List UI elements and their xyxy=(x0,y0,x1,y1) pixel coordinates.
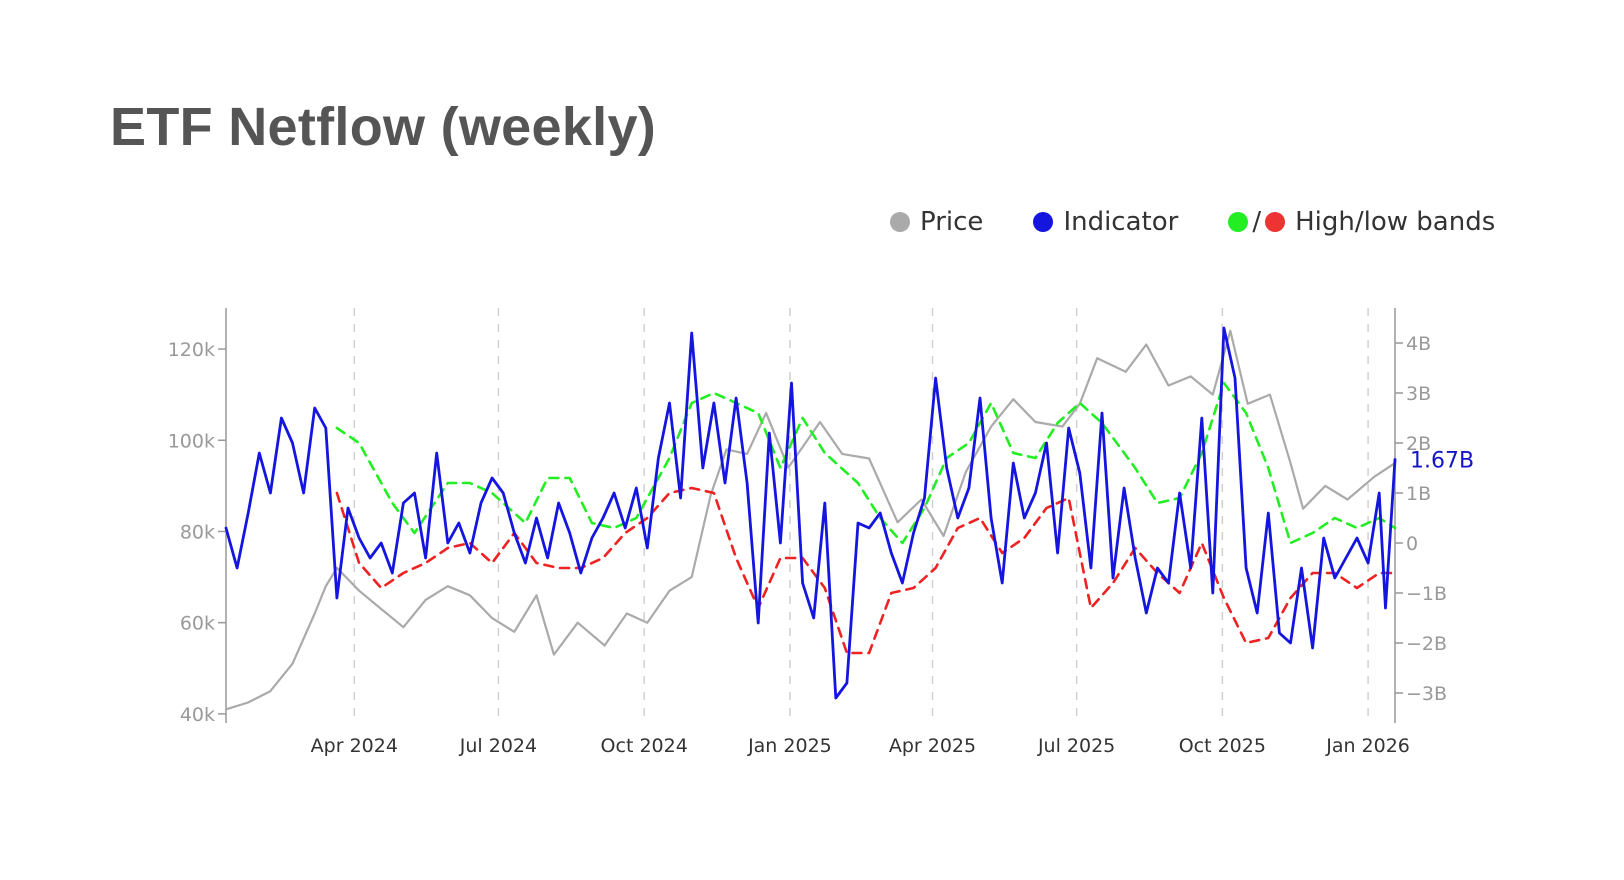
y-right-tick-label: −2B xyxy=(1406,633,1447,655)
y-left-tick-label: 100k xyxy=(168,430,215,452)
legend-indicator-swatch xyxy=(1033,212,1054,232)
y-right-tick-label: −3B xyxy=(1406,683,1447,705)
y-left-tick-label: 60k xyxy=(180,613,215,635)
y-right-tick-label: 0 xyxy=(1406,533,1418,555)
y-right-tick-label: 1B xyxy=(1406,483,1431,505)
y-left-tick-label: 80k xyxy=(180,521,215,543)
legend-item-indicator: Indicator xyxy=(1033,209,1178,235)
chart-legend: Price Indicator / High/low bands xyxy=(890,207,1495,237)
legend-indicator-label: Indicator xyxy=(1063,207,1179,237)
low-band-line xyxy=(335,486,1397,655)
last-value-label: 1.67B xyxy=(1410,449,1474,474)
legend-item-bands: / High/low bands xyxy=(1228,207,1495,237)
y-right-tick-label: 3B xyxy=(1406,383,1431,405)
indicator-series-line xyxy=(224,326,1397,700)
y-right-tick-label: −1B xyxy=(1406,583,1447,605)
x-tick-label: Oct 2025 xyxy=(1179,735,1266,757)
y-right-tick-label: 4B xyxy=(1406,333,1431,355)
legend-item-price: Price xyxy=(890,209,983,235)
page-title: ETF Netflow (weekly) xyxy=(110,97,657,157)
y-left-tick-label: 120k xyxy=(168,339,215,361)
legend-bands-label: High/low bands xyxy=(1295,207,1496,237)
legend-price-label: Price xyxy=(920,207,984,237)
x-tick-label: Apr 2025 xyxy=(889,735,976,757)
legend-high-band-swatch xyxy=(1228,212,1249,232)
legend-band-slash: / xyxy=(1252,207,1262,237)
y-right-tick-label: 2B xyxy=(1406,433,1431,455)
x-tick-label: Jan 2025 xyxy=(747,735,832,757)
x-tick-label: Jul 2025 xyxy=(1037,735,1115,757)
x-tick-label: Jul 2024 xyxy=(459,735,537,757)
x-tick-label: Oct 2024 xyxy=(601,735,688,757)
legend-low-band-swatch xyxy=(1265,212,1286,232)
x-tick-label: Jan 2026 xyxy=(1325,735,1410,757)
price-series-line xyxy=(224,329,1397,711)
y-left-tick-label: 40k xyxy=(180,704,215,726)
x-tick-label: Apr 2024 xyxy=(311,735,398,757)
legend-price-swatch xyxy=(890,212,910,232)
